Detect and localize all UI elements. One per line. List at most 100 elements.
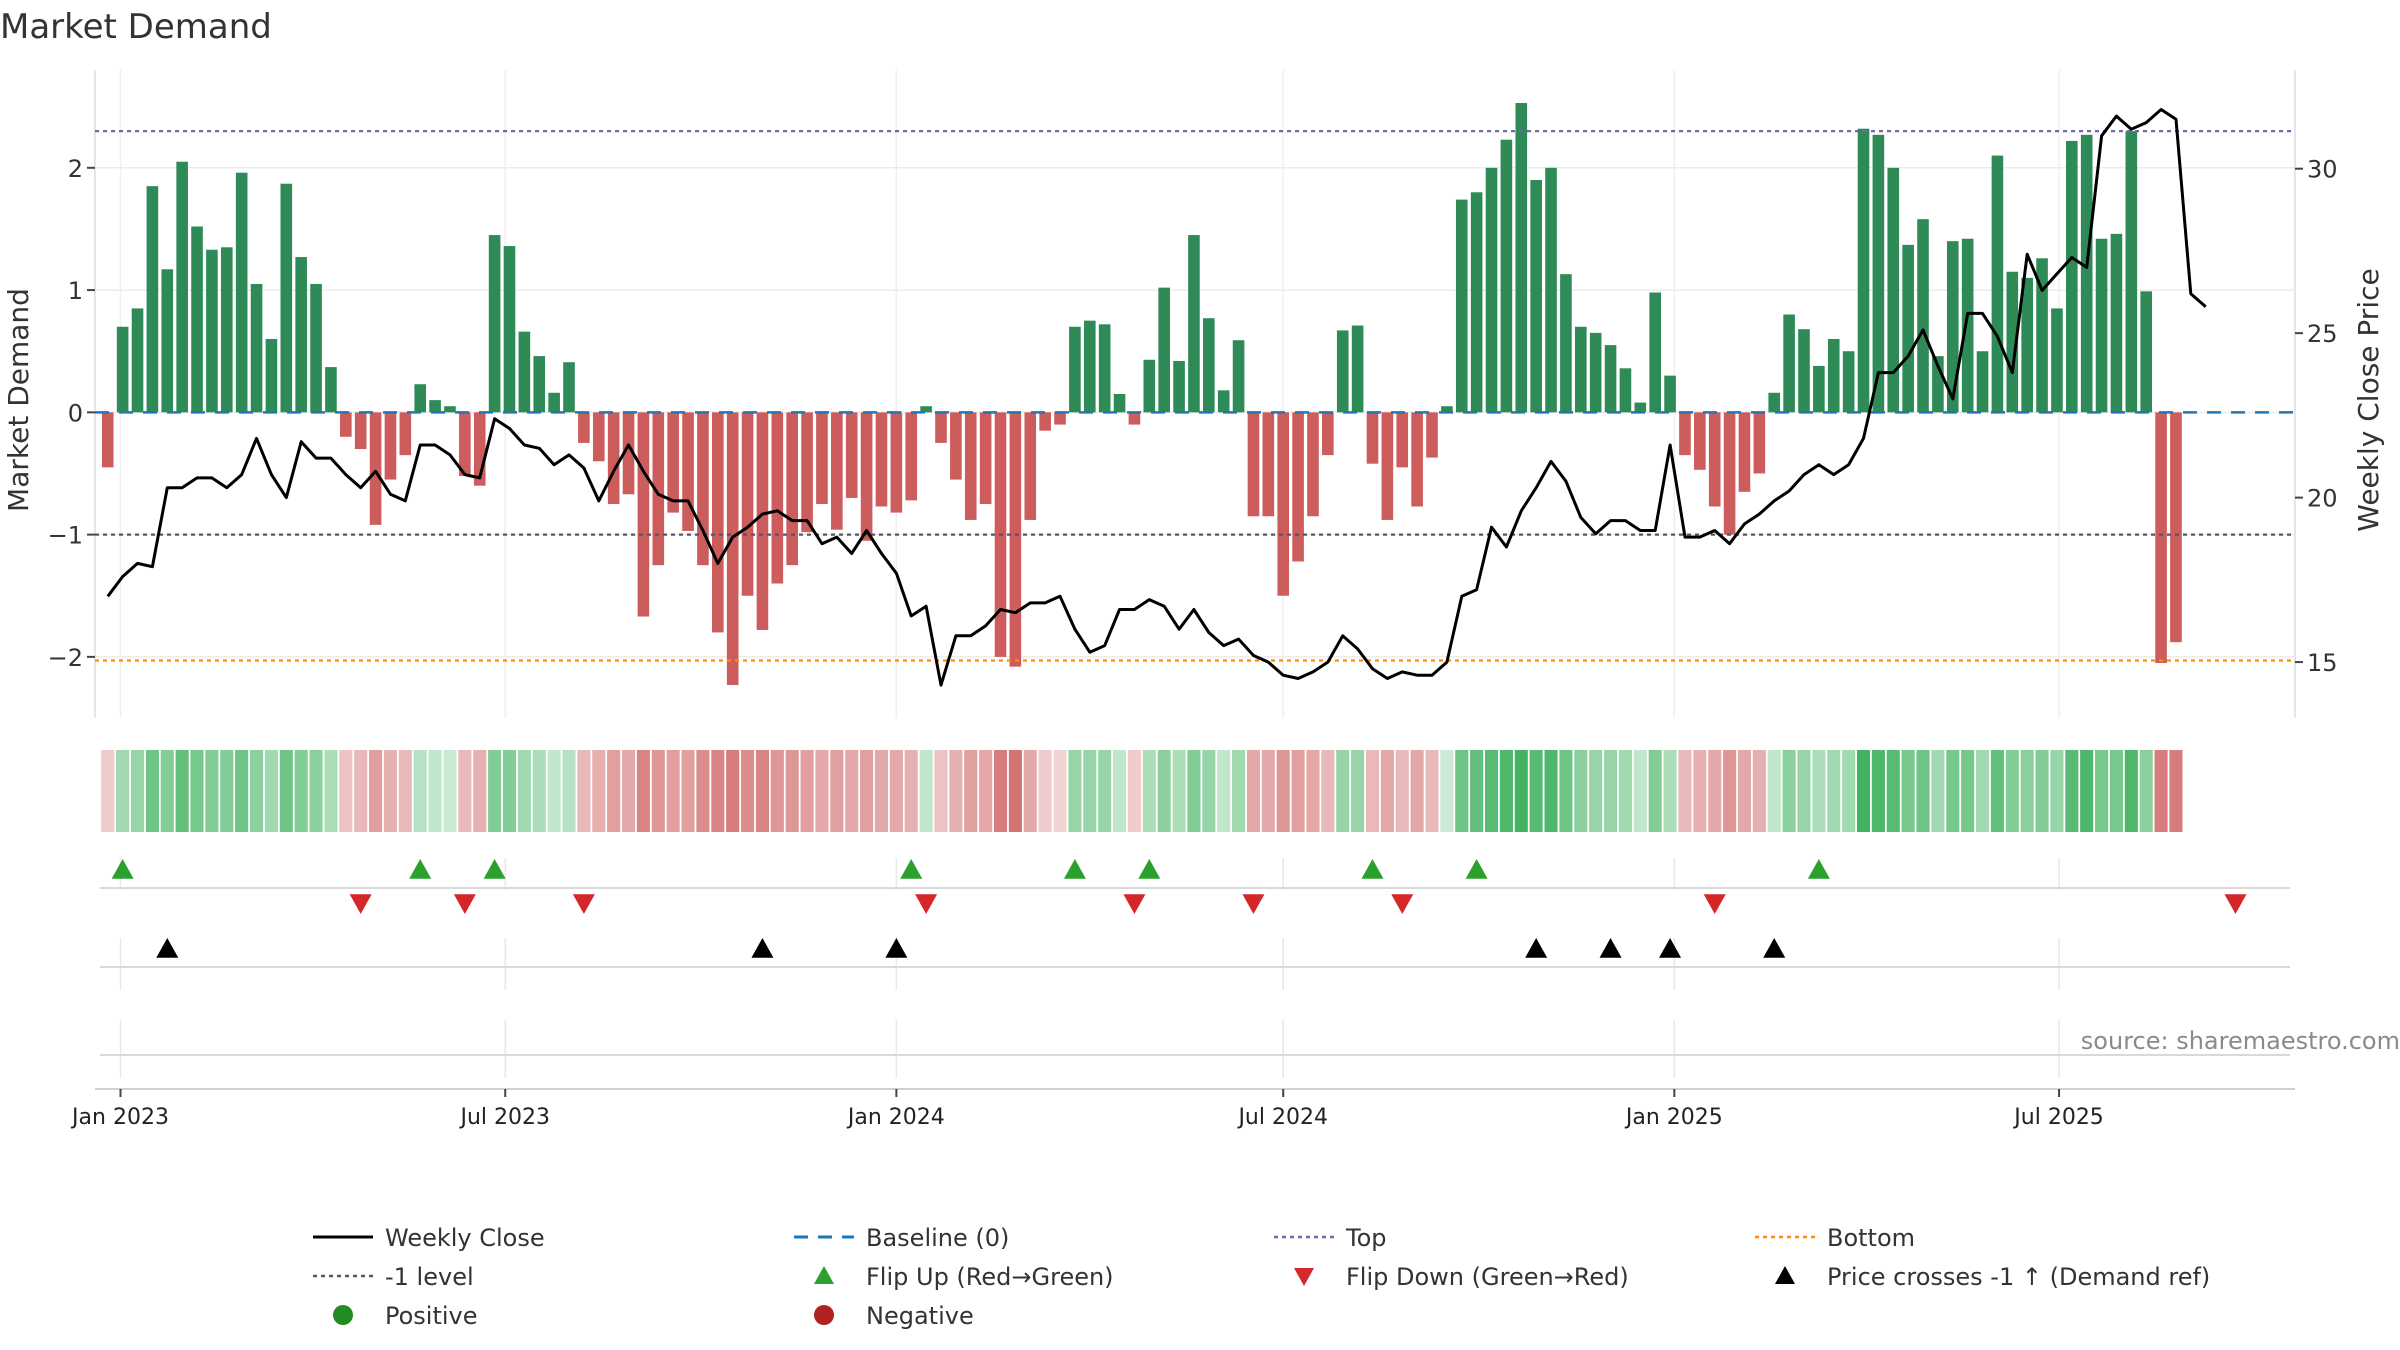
demand-strip-cell — [160, 750, 174, 832]
demand-bar — [1381, 412, 1394, 520]
demand-bar — [1411, 412, 1423, 507]
demand-bar — [1991, 155, 2004, 413]
demand-strip-cell — [1083, 750, 1097, 832]
legend-item: Bottom — [1755, 1224, 1915, 1252]
flip-down-marker — [1242, 894, 1265, 914]
demand-bar — [622, 412, 635, 495]
flip-down-marker — [1123, 894, 1146, 914]
demand-bar — [1708, 412, 1721, 507]
demand-strip-cell — [1470, 750, 1484, 832]
demand-bar — [1902, 244, 1914, 413]
demand-bar — [1694, 412, 1706, 470]
y2-axis-label: Weekly Close Price — [2352, 268, 2385, 531]
demand-bar — [2051, 308, 2063, 413]
demand-bar — [950, 412, 962, 480]
flip-down-marker — [915, 894, 938, 914]
demand-bar — [161, 269, 174, 413]
demand-bar — [340, 412, 352, 437]
x-tick-label: Jan 2025 — [1624, 1105, 1723, 1130]
demand-bar — [1500, 139, 1513, 413]
price-cross-marker — [1525, 938, 1548, 958]
demand-strip-cell — [1812, 750, 1826, 832]
legend-swatch-flip_up — [814, 1266, 834, 1284]
demand-bar — [1649, 292, 1661, 413]
demand-strip-cell — [1723, 750, 1737, 832]
demand-bar — [235, 172, 248, 413]
legend-item: Negative — [814, 1302, 974, 1330]
demand-bar — [979, 412, 992, 505]
flip-up-marker — [409, 859, 432, 879]
demand-bar — [831, 412, 843, 530]
flip-down-marker — [1391, 894, 1414, 914]
legend-swatch-negative_dot — [814, 1305, 834, 1325]
demand-bar — [2140, 291, 2153, 413]
flip-down-marker — [349, 894, 372, 914]
demand-strip-cell — [517, 750, 531, 832]
demand-strip-cell — [860, 750, 874, 832]
demand-bar — [1128, 412, 1141, 425]
demand-bar — [548, 392, 560, 413]
y2-tick-label: 20 — [2307, 485, 2338, 513]
demand-bar — [801, 412, 813, 533]
demand-strip-cell — [205, 750, 219, 832]
demand-strip-cell — [964, 750, 978, 832]
demand-strip-cell — [1752, 750, 1766, 832]
demand-strip-cell — [428, 750, 442, 832]
demand-strip-cell — [1276, 750, 1290, 832]
demand-strip-cell — [413, 750, 427, 832]
demand-bar — [1679, 412, 1691, 456]
demand-bar — [116, 326, 129, 413]
demand-strip-cell — [264, 750, 278, 832]
demand-strip-cell — [279, 750, 293, 832]
demand-bar — [1307, 412, 1319, 517]
demand-strip-cell — [1395, 750, 1409, 832]
demand-bar — [444, 406, 456, 413]
x-tick-label: Jul 2025 — [2012, 1105, 2104, 1130]
legend-item: Top — [1274, 1224, 1387, 1252]
demand-strip-cell — [1618, 750, 1632, 832]
demand-bar — [1753, 412, 1766, 474]
demand-strip-cell — [383, 750, 398, 832]
demand-strip-cell — [2050, 750, 2064, 832]
demand-strip-cell — [145, 750, 159, 832]
demand-strip-cell — [547, 750, 561, 832]
demand-bar — [250, 283, 263, 413]
demand-bar — [1768, 392, 1781, 413]
demand-strip-cell — [249, 750, 264, 832]
demand-bar — [1560, 274, 1572, 413]
demand-bar — [652, 412, 665, 566]
demand-bar — [816, 412, 828, 505]
demand-bar — [206, 249, 218, 413]
demand-strip-cell — [1127, 750, 1141, 832]
demand-strip-cell — [607, 750, 621, 832]
weekly-close-line — [106, 108, 2207, 687]
demand-bar — [1470, 192, 1483, 413]
demand-bar — [1366, 412, 1379, 464]
demand-bar — [459, 412, 471, 476]
legend-label: Price crosses -1 ↑ (Demand ref) — [1827, 1263, 2210, 1291]
legend-label: Positive — [385, 1302, 478, 1330]
demand-strip-cell — [1782, 750, 1796, 832]
flip-up-marker — [1361, 859, 1384, 879]
legend-swatch-cross — [1775, 1266, 1795, 1284]
demand-strip-cell — [934, 750, 948, 832]
flip-down-marker — [453, 894, 476, 914]
demand-strip-cell — [1023, 750, 1037, 832]
flip-up-marker — [1138, 859, 1161, 879]
price-cross-marker — [1763, 938, 1786, 958]
demand-bar — [1336, 330, 1349, 413]
demand-bar — [101, 412, 114, 468]
demand-bar — [920, 406, 932, 413]
demand-strip-cell — [339, 750, 353, 832]
price-cross-marker — [751, 938, 774, 958]
demand-bar — [1634, 402, 1647, 413]
demand-strip-cell — [1663, 750, 1677, 832]
demand-bar — [1887, 167, 1900, 413]
demand-bar — [2155, 412, 2167, 663]
demand-strip-cell — [636, 750, 650, 832]
legend-swatch-positive_dot — [333, 1305, 353, 1325]
demand-strip-cell — [190, 750, 204, 832]
demand-strip-cell — [235, 750, 249, 832]
demand-strip-cell — [621, 750, 636, 832]
